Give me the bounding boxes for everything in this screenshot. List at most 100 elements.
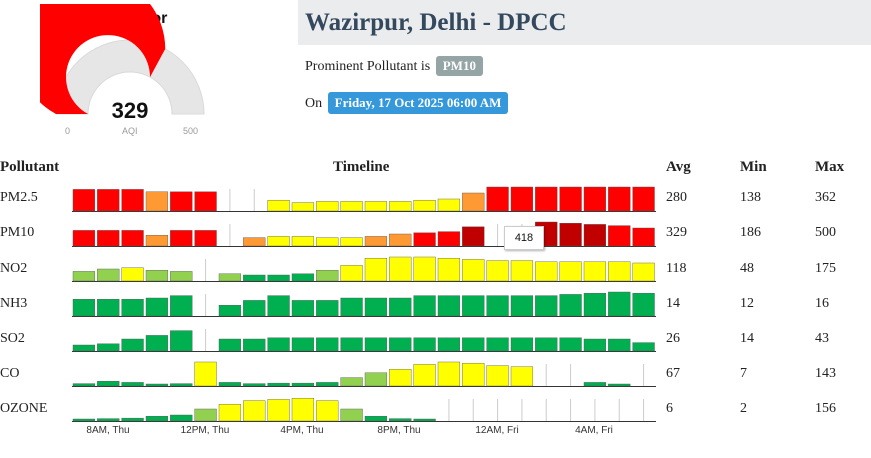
timeline-bar[interactable]: [243, 338, 266, 352]
timeline-bar[interactable]: [267, 295, 290, 317]
timeline-bar[interactable]: [72, 271, 96, 282]
timeline-bar[interactable]: [486, 365, 509, 387]
timeline-bar[interactable]: [535, 261, 558, 282]
timeline-bar[interactable]: [145, 383, 169, 387]
timeline-bar[interactable]: [145, 297, 169, 317]
timeline-bar[interactable]: [437, 198, 461, 212]
timeline-bar[interactable]: [583, 224, 607, 247]
timeline-bar[interactable]: [340, 377, 363, 387]
timeline-bar[interactable]: [462, 259, 485, 282]
timeline-bar[interactable]: [486, 186, 509, 212]
timeline-bar[interactable]: [72, 383, 96, 387]
timeline-bar[interactable]: [389, 256, 412, 282]
timeline-bar[interactable]: [486, 295, 509, 317]
timeline-bar[interactable]: [462, 226, 485, 247]
timeline-bar[interactable]: [316, 337, 339, 352]
timeline-bar[interactable]: [170, 414, 193, 422]
timeline-bar[interactable]: [389, 369, 412, 387]
timeline-bar[interactable]: [218, 338, 242, 352]
timeline-bar[interactable]: [559, 186, 582, 212]
timeline-bar[interactable]: [316, 201, 339, 212]
timeline-bar[interactable]: [97, 418, 120, 422]
timeline-bar[interactable]: [243, 383, 266, 387]
timeline-bar[interactable]: [389, 337, 412, 352]
timeline-bar[interactable]: [145, 335, 169, 352]
timeline-bar[interactable]: [218, 404, 242, 422]
timeline-bar[interactable]: [291, 337, 315, 352]
timeline-bar[interactable]: [583, 186, 607, 212]
timeline-bar[interactable]: [632, 186, 655, 212]
timeline-bar[interactable]: [316, 237, 339, 247]
timeline-bar[interactable]: [583, 382, 607, 387]
timeline-bar[interactable]: [340, 237, 363, 247]
timeline-bar[interactable]: [145, 270, 169, 282]
timeline-bar[interactable]: [364, 236, 388, 247]
timeline-bar[interactable]: [413, 199, 436, 212]
timeline-bar[interactable]: [145, 191, 169, 212]
timeline-bar[interactable]: [72, 418, 96, 422]
timeline-bar[interactable]: [316, 270, 339, 282]
timeline-bar[interactable]: [243, 237, 266, 247]
timeline-bar[interactable]: [194, 361, 217, 387]
timeline-bar[interactable]: [462, 363, 485, 387]
timeline-bar[interactable]: [97, 189, 120, 212]
timeline-bar[interactable]: [267, 274, 290, 282]
timeline-bar[interactable]: [535, 295, 558, 317]
timeline-bar[interactable]: [170, 295, 193, 317]
timeline-bar[interactable]: [218, 382, 242, 387]
timeline-bar[interactable]: [364, 337, 388, 352]
timeline-bar[interactable]: [510, 295, 534, 317]
timeline-bar[interactable]: [413, 364, 436, 387]
timeline-bar[interactable]: [486, 260, 509, 282]
timeline-bar[interactable]: [364, 201, 388, 212]
timeline-bar[interactable]: [267, 399, 290, 422]
timeline-bar[interactable]: [97, 381, 120, 387]
timeline-bar[interactable]: [389, 297, 412, 317]
timeline-bar[interactable]: [170, 230, 193, 247]
timeline-bar[interactable]: [437, 295, 461, 317]
timeline-bar[interactable]: [510, 337, 534, 352]
timeline-bar[interactable]: [413, 256, 436, 282]
timeline-bar[interactable]: [316, 300, 339, 317]
timeline-bar[interactable]: [267, 382, 290, 387]
timeline-bar[interactable]: [194, 408, 217, 422]
timeline-bar[interactable]: [170, 383, 193, 387]
timeline-bar[interactable]: [510, 186, 534, 212]
timeline-bar[interactable]: [267, 236, 290, 247]
timeline-bar[interactable]: [145, 416, 169, 422]
timeline-bar[interactable]: [632, 342, 655, 352]
timeline-bar[interactable]: [364, 297, 388, 317]
timeline-bar[interactable]: [340, 408, 363, 422]
timeline-bar[interactable]: [291, 300, 315, 317]
timeline-bar[interactable]: [608, 225, 631, 247]
timeline-bar[interactable]: [583, 293, 607, 317]
timeline-bar[interactable]: [608, 261, 631, 282]
timeline-bar[interactable]: [608, 338, 631, 352]
timeline-bar[interactable]: [316, 400, 339, 422]
timeline-bar[interactable]: [583, 261, 607, 282]
timeline-bar[interactable]: [559, 261, 582, 282]
timeline-bar[interactable]: [413, 337, 436, 352]
timeline-bar[interactable]: [510, 260, 534, 282]
timeline-bar[interactable]: [97, 343, 120, 352]
timeline-bar[interactable]: [389, 418, 412, 422]
timeline-bar[interactable]: [437, 337, 461, 352]
timeline-bar[interactable]: [97, 299, 120, 317]
timeline-bar[interactable]: [316, 382, 339, 387]
timeline-bar[interactable]: [170, 191, 193, 212]
timeline-bar[interactable]: [121, 382, 144, 387]
timeline-bar[interactable]: [291, 382, 315, 387]
timeline-bar[interactable]: [243, 274, 266, 282]
timeline-bar[interactable]: [97, 230, 120, 247]
timeline-bar[interactable]: [291, 236, 315, 247]
timeline-bar[interactable]: [243, 300, 266, 317]
timeline-bar[interactable]: [559, 337, 582, 352]
timeline-bar[interactable]: [486, 337, 509, 352]
timeline-bar[interactable]: [267, 337, 290, 352]
timeline-bar[interactable]: [121, 338, 144, 352]
timeline-bar[interactable]: [97, 268, 120, 282]
timeline-bar[interactable]: [291, 202, 315, 212]
timeline-bar[interactable]: [559, 222, 582, 247]
timeline-bar[interactable]: [608, 383, 631, 387]
timeline-bar[interactable]: [632, 262, 655, 282]
